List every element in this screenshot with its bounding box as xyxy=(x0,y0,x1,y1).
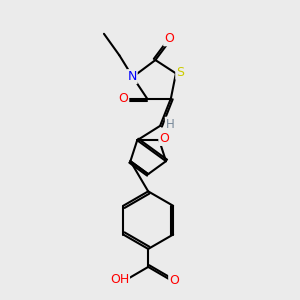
Text: O: O xyxy=(159,132,169,145)
Text: S: S xyxy=(176,66,184,79)
Text: N: N xyxy=(127,70,137,83)
Text: O: O xyxy=(164,32,174,45)
Text: O: O xyxy=(118,92,128,105)
Text: H: H xyxy=(166,118,175,130)
Text: OH: OH xyxy=(110,273,129,286)
Text: O: O xyxy=(169,274,179,287)
